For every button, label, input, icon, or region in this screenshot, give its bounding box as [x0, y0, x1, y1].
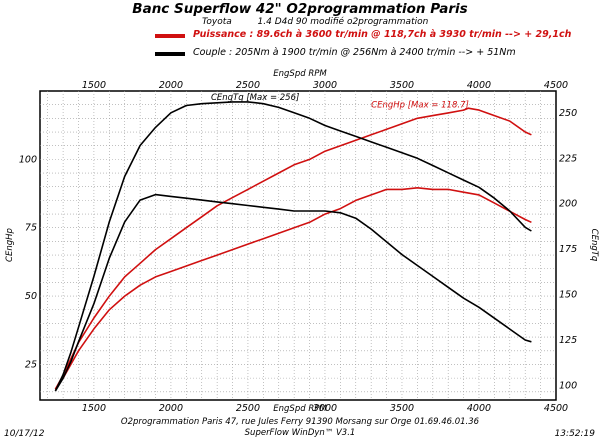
series-line-torque-2	[54, 101, 532, 392]
series-lines	[54, 101, 532, 392]
series-line-power-1	[54, 187, 532, 390]
x-tick-label-top: 4000	[467, 80, 491, 91]
y-right-tick-label: 150	[559, 290, 577, 301]
x-tick-label-bottom: 1500	[82, 403, 106, 414]
chart-subtitle: Toyota 1.4 D4d 90 modifié o2programmatio…	[202, 17, 428, 27]
legend-swatch-power	[155, 34, 185, 38]
y-axis-label-left: CEngHp	[5, 228, 15, 262]
annotations: CEngTq [Max = 256] CEngHp [Max = 118.7]	[211, 93, 469, 110]
y-right-tick-label: 225	[559, 153, 577, 164]
x-tick-label-top: 3500	[390, 80, 414, 91]
legend-torque-label: Couple : 205Nm à 1900 tr/min @ 256Nm à 2…	[193, 47, 516, 58]
x-tick-label-top: 2500	[236, 80, 260, 91]
series-max-annotation: CEngHp [Max = 118.7]	[371, 100, 469, 110]
footer-time: 13:52:19	[554, 429, 595, 439]
plot-frame	[39, 90, 557, 401]
y-right-tick-label: 250	[559, 108, 577, 119]
y-left-tick-label: 50	[25, 291, 37, 302]
y-left-tick-label: 100	[19, 154, 37, 165]
footer-software: SuperFlow WinDyn™ V3.1	[244, 428, 356, 438]
footer-address: O2programmation Paris 47, rue Jules Ferr…	[120, 417, 480, 427]
series-max-annotation: CEngTq [Max = 256]	[211, 93, 299, 103]
x-tick-label-top: 1500	[82, 80, 106, 91]
x-tick-label-bottom: 3000	[313, 403, 337, 414]
x-tick-label-bottom: 2000	[159, 403, 183, 414]
x-tick-label-bottom: 2500	[236, 403, 260, 414]
chart-title: Banc Superflow 42" O2programmation Paris	[132, 1, 468, 17]
x-axis-label-top: EngSpd RPM	[273, 69, 327, 79]
tick-labels: 1500 1500 2000 2000 2500 2500 3000 3000 3500 3500…	[19, 80, 577, 414]
x-tick-label-top: 2000	[159, 80, 183, 91]
y-left-tick-label: 75	[25, 223, 37, 234]
y-axis-label-right: CEngTq	[589, 229, 599, 262]
x-tick-label-top: 3000	[313, 80, 337, 91]
subtitle-make: Toyota	[202, 17, 232, 27]
series-line-torque-3	[54, 193, 532, 392]
y-left-tick-label: 25	[25, 359, 37, 370]
x-axis-label-bottom: EngSpd RPM	[273, 404, 327, 414]
x-tick-label-top: 4500	[544, 80, 568, 91]
grid	[40, 91, 556, 400]
series-line-power-0	[54, 107, 532, 390]
legend-swatch-torque	[155, 52, 185, 56]
legend-power-label: Puissance : 89.6ch à 3600 tr/min @ 118,7…	[193, 29, 572, 40]
y-right-tick-label: 175	[559, 244, 577, 255]
x-tick-label-bottom: 4500	[544, 403, 568, 414]
y-right-tick-label: 200	[559, 199, 577, 210]
footer-date: 10/17/12	[4, 429, 45, 439]
subtitle-model: 1.4 D4d 90 modifié o2programmation	[257, 17, 429, 27]
y-right-tick-label: 100	[559, 380, 577, 391]
y-right-tick-label: 125	[559, 335, 577, 346]
x-tick-label-bottom: 3500	[390, 403, 414, 414]
x-tick-label-bottom: 4000	[467, 403, 491, 414]
